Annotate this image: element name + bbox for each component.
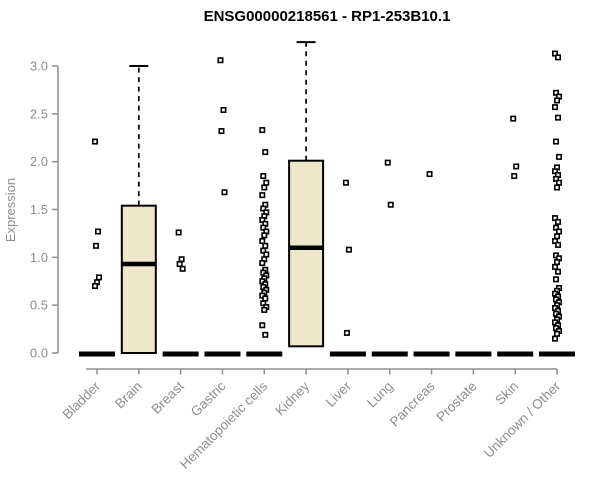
outlier-point [261, 184, 268, 191]
outlier-point [179, 265, 186, 272]
zero-bar [329, 351, 366, 357]
outlier-point [96, 274, 103, 281]
box [120, 204, 157, 354]
outlier-point [554, 184, 561, 191]
outlier-point [261, 306, 268, 313]
outlier-point [259, 192, 266, 199]
x-tick-label: Brain [112, 379, 145, 412]
outlier-point [554, 259, 561, 266]
x-tick-label: Prostate [433, 379, 479, 425]
outlier-point [552, 104, 559, 111]
outlier-point [554, 233, 561, 240]
zero-bar [497, 351, 534, 357]
outlier-point [262, 295, 269, 302]
x-tick-label: Skin [492, 379, 521, 408]
y-axis-label: Expression [3, 178, 18, 242]
x-tick-label: Kidney [272, 378, 312, 418]
y-tick-label: 1.5 [30, 202, 48, 217]
outlier-point [555, 54, 562, 61]
x-tick-label: Liver [323, 378, 355, 410]
outlier-point [552, 263, 559, 270]
outlier-point [342, 179, 349, 186]
outlier-point [555, 268, 562, 275]
outlier-point [556, 153, 563, 160]
outlier-point [553, 276, 560, 283]
outlier-point [426, 171, 433, 178]
y-tick-label: 2.0 [30, 154, 48, 169]
outlier-point [259, 127, 266, 134]
outlier-point [261, 232, 268, 239]
outlier-point [554, 97, 561, 104]
outlier-point [552, 335, 559, 342]
y-tick-label: 0.5 [30, 298, 48, 313]
outlier-point [556, 179, 563, 186]
outlier-point [262, 242, 269, 249]
outlier-point [178, 256, 185, 263]
outlier-point [513, 163, 520, 170]
outlier-point [384, 159, 391, 166]
outlier-point [387, 201, 394, 208]
zero-bar [79, 351, 115, 357]
y-tick-label: 2.5 [30, 106, 48, 121]
outlier-point [260, 173, 267, 180]
outlier-point [511, 173, 518, 180]
outlier-point [259, 260, 266, 267]
outlier-point [555, 241, 562, 248]
x-tick-label: Breast [149, 378, 187, 416]
x-tick-label: Unknown / Other [481, 378, 564, 461]
x-tick-label: Gastric [188, 378, 229, 419]
chart-title: ENSG00000218561 - RP1-253B10.1 [204, 8, 451, 25]
outlier-point [259, 238, 266, 245]
zero-bar [246, 351, 283, 357]
outlier-point [175, 229, 182, 236]
outlier-point [263, 179, 270, 186]
zero-bar [455, 351, 492, 357]
plot-area: 0.0 0.5 1.0 1.5 2.0 2.5 3.0 Bladder Brain Breast G… [30, 41, 576, 472]
outlier-point [553, 138, 560, 145]
zero-bar [204, 351, 241, 357]
x-tick-label: Lung [364, 379, 396, 411]
outlier-point [92, 283, 99, 290]
zero-bar [539, 351, 576, 357]
outlier-point [510, 115, 517, 122]
outlier-point [95, 228, 102, 235]
outlier-point [221, 189, 228, 196]
x-tick-label: Bladder [60, 378, 104, 422]
outlier-point [93, 242, 100, 249]
outlier-point [92, 138, 99, 145]
outlier-point [263, 251, 270, 258]
y-tick-label: 0.0 [30, 346, 48, 361]
outlier-point [220, 106, 227, 113]
outlier-point [554, 330, 561, 337]
outlier-point [556, 228, 563, 235]
outlier-point [343, 329, 350, 336]
box [288, 159, 325, 348]
y-tick-label: 3.0 [30, 58, 48, 73]
outlier-point [345, 246, 352, 253]
x-tick-label: Pancreas [387, 378, 438, 429]
outlier-point [555, 114, 562, 121]
zero-bar [413, 351, 450, 357]
outlier-point [259, 322, 266, 329]
outlier-point [262, 149, 269, 156]
outlier-point [262, 331, 269, 338]
zero-bar [371, 351, 408, 357]
outlier-point [218, 128, 225, 135]
outlier-point [555, 218, 562, 225]
zero-bar [162, 351, 199, 357]
outlier-point [217, 57, 224, 64]
y-tick-label: 1.0 [30, 250, 48, 265]
outlier-point [176, 261, 183, 268]
